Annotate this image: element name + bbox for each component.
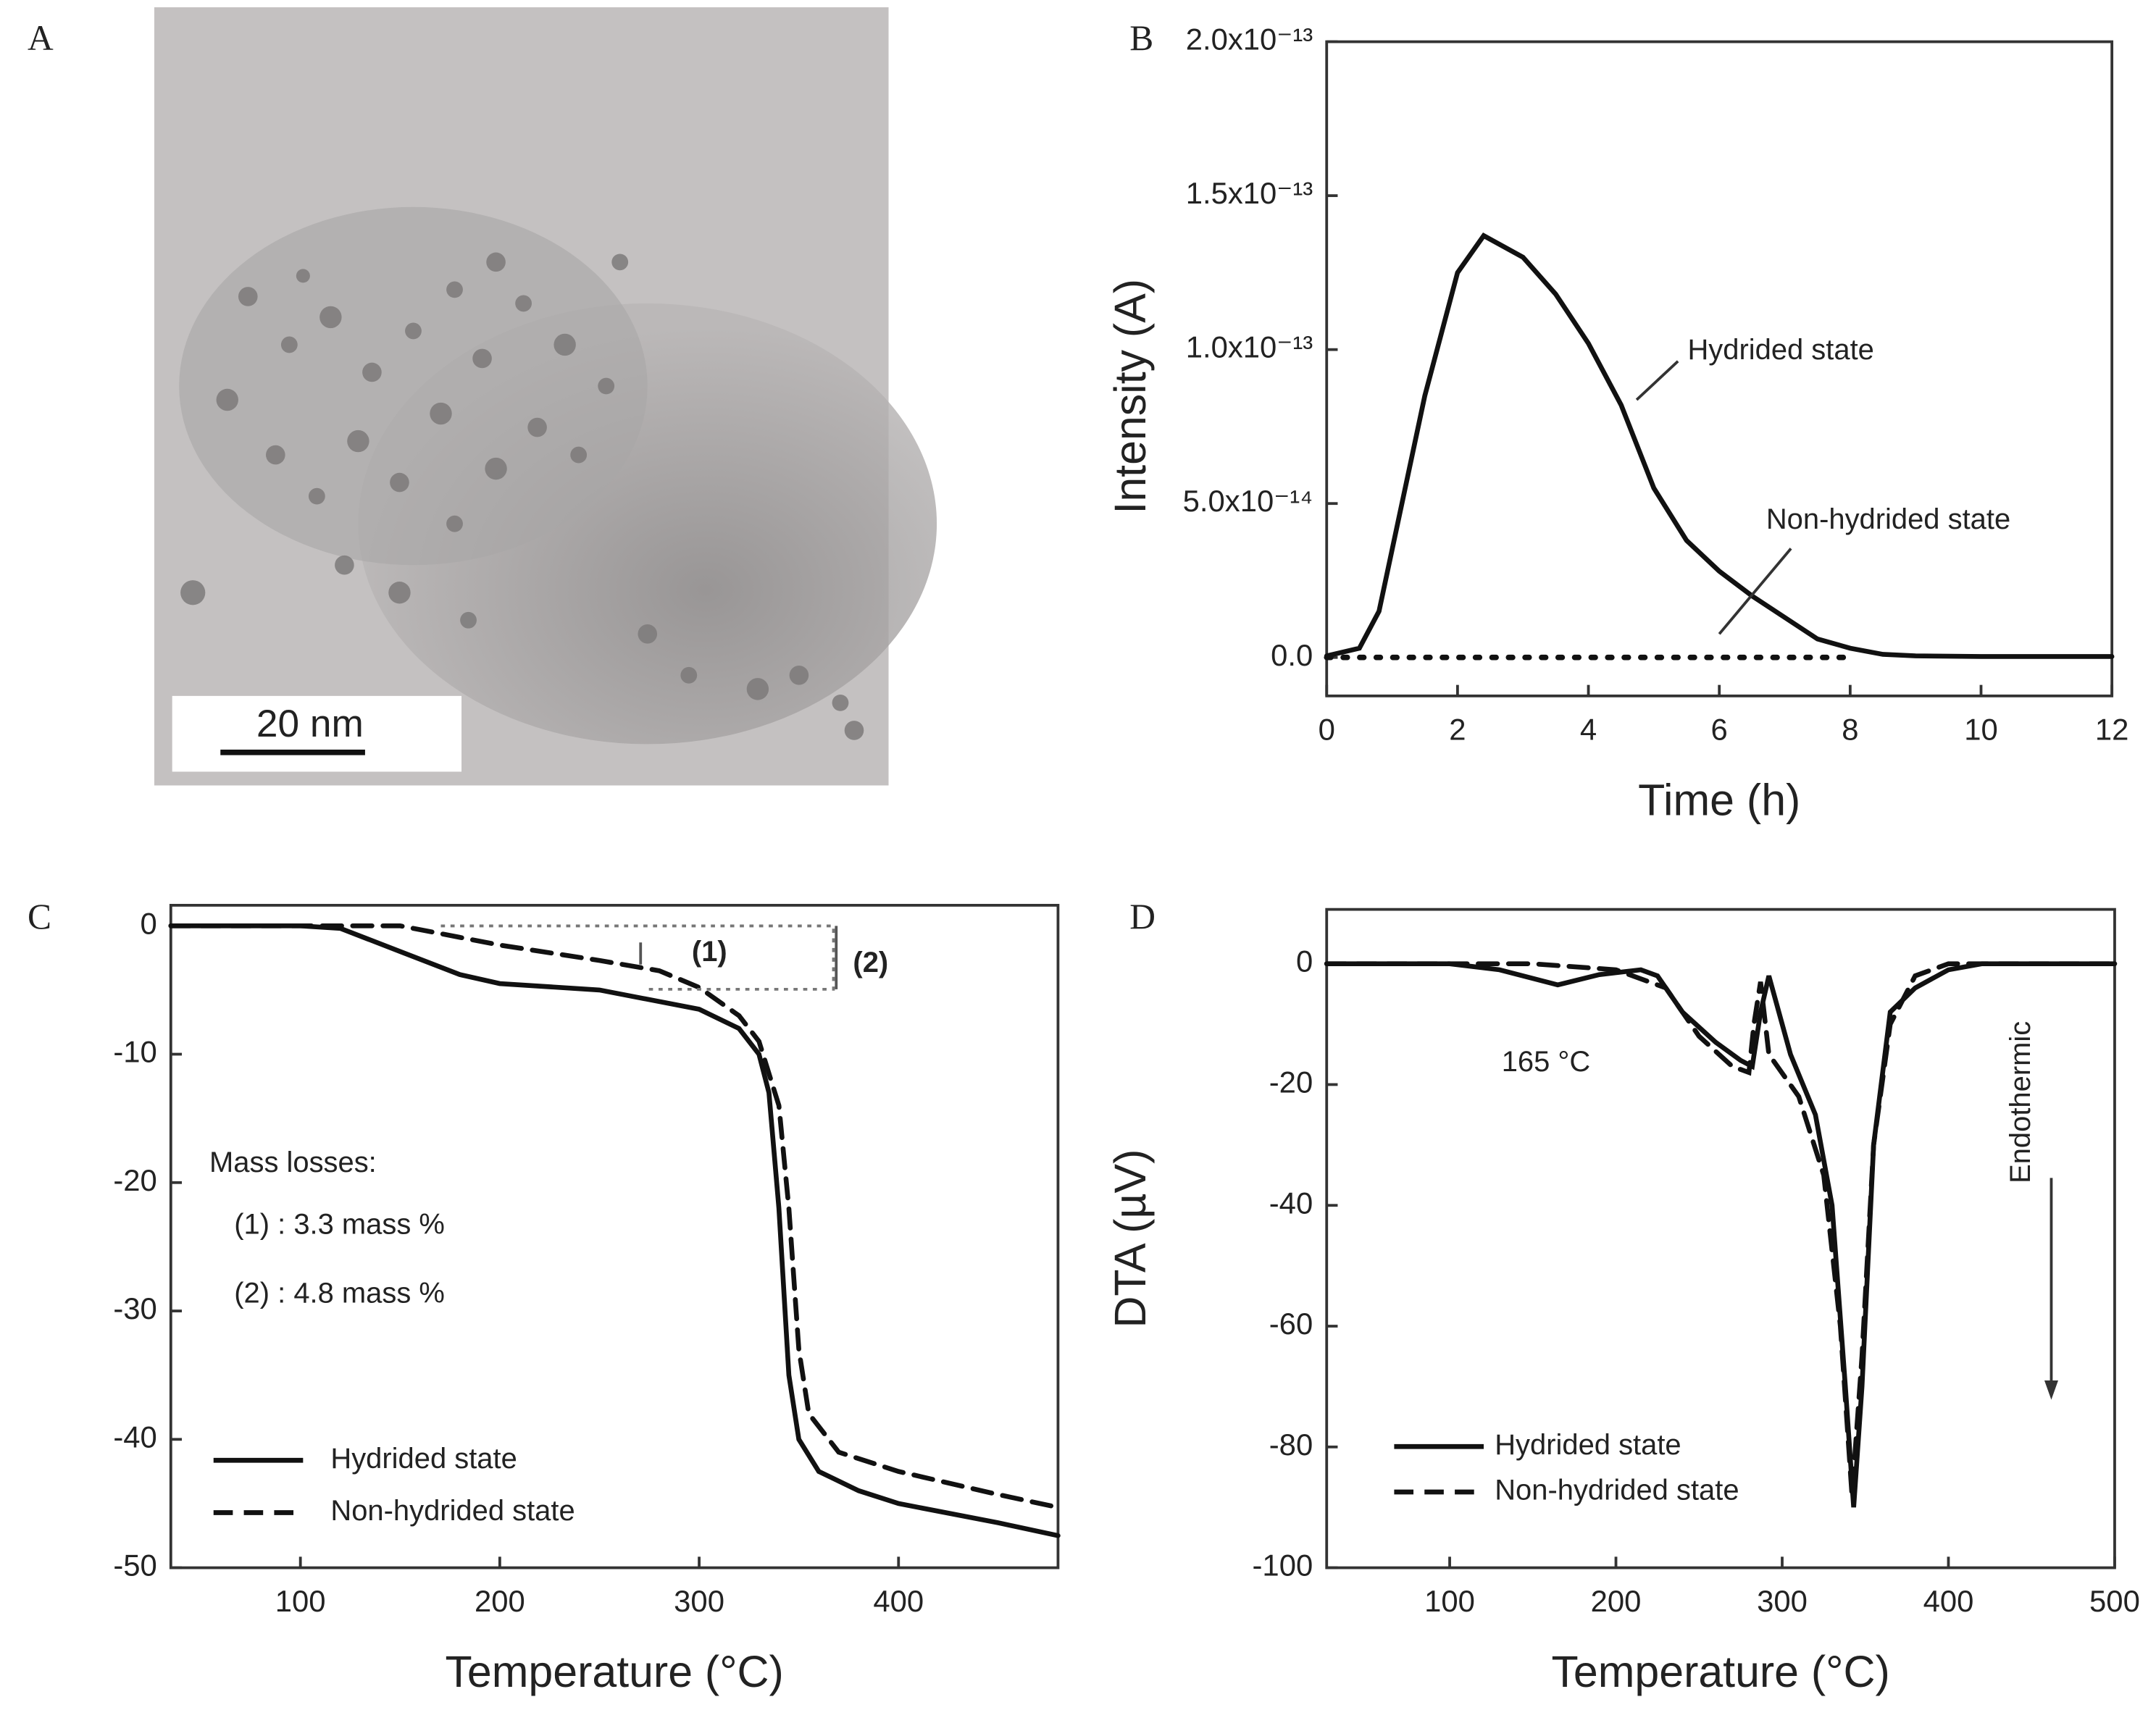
scale-bar-box: [172, 695, 462, 772]
panel: D 100 200 300 400 500 0 -20 -40 -60 -80 -100 Tempera…: [1106, 897, 2140, 1696]
x-axis-label: Temperature (°C): [1551, 1647, 1889, 1696]
legend-label: Hydrided state: [1495, 1429, 1681, 1461]
series-line: [1324, 232, 2115, 659]
panel-label: A: [28, 18, 54, 58]
y-tick-label: -50: [113, 1548, 156, 1583]
annotation: (2) : 4.8 mass %: [234, 1278, 445, 1309]
y-tick-label: -100: [1253, 1548, 1313, 1583]
plot-frame: [1325, 908, 2116, 1569]
panel-label: B: [1129, 18, 1153, 58]
x-ticks: 100 200 300 400 500: [275, 1584, 1124, 1618]
panel-label: D: [1129, 897, 1156, 936]
x-tick-label: 200: [475, 1584, 525, 1618]
scale-bar-label: 20 nm: [256, 703, 364, 745]
panel-a: A 20 nm: [28, 7, 937, 786]
series-label: Hydrided state: [1687, 334, 1873, 366]
y-tick-label: 0.0: [1271, 638, 1313, 672]
plot-frame: [1325, 40, 2114, 697]
y-tick-label: 5.0x10⁻¹⁴: [1183, 484, 1313, 518]
x-tick-label: 4: [1580, 712, 1597, 746]
y-tick-label: -80: [1269, 1428, 1313, 1462]
leader-line: [1718, 548, 1792, 635]
x-tick-label: 400: [873, 1584, 924, 1618]
x-tick-label: 2: [1449, 712, 1466, 746]
x-tick-label: 500: [1073, 1584, 1124, 1618]
x-tick-label: 200: [1591, 1584, 1642, 1618]
x-ticks: 0 2 4 6 8 10 12: [1319, 712, 2129, 746]
x-tick-label: 12: [2095, 712, 2129, 746]
x-axis-label: Time (h): [1638, 775, 1800, 824]
y-tick-label: -20: [1269, 1065, 1313, 1099]
x-tick-label: 8: [1842, 712, 1858, 746]
x-tick-label: 300: [1757, 1584, 1808, 1618]
particles: [180, 252, 864, 740]
bracket: [440, 924, 835, 991]
series-line: [1324, 961, 2118, 1508]
panel-label: C: [28, 897, 51, 936]
annotation: (1) : 3.3 mass %: [234, 1209, 445, 1241]
x-tick-label: 400: [1923, 1584, 1974, 1618]
x-tick-label: 6: [1711, 712, 1728, 746]
x-tick-label: 0: [1319, 712, 1335, 746]
x-tick-label: 100: [1424, 1584, 1475, 1618]
panel: C 100 200 300 400 500 0 -10 -20 -30 -40 -50 Temperat…: [28, 897, 1124, 1696]
annotation: (1): [692, 936, 727, 968]
annotation: Endothermic: [2005, 1021, 2036, 1183]
legend-label: Non-hydrided state: [1495, 1475, 1739, 1506]
series-line: [1324, 961, 2118, 1496]
annotation: (2): [853, 947, 888, 978]
micrograph-region: [179, 206, 648, 566]
y-tick-label: -10: [113, 1035, 156, 1069]
y-axis-label: DTA (µV): [1106, 1149, 1155, 1328]
y-tick-label: 1.5x10⁻¹³: [1186, 176, 1313, 210]
x-tick-label: 500: [2089, 1584, 2140, 1618]
y-tick-label: 2.0x10⁻¹³: [1186, 22, 1313, 56]
series-line: [168, 923, 1061, 1510]
y-tick-label: -40: [1269, 1186, 1313, 1220]
panel: B 0 2 4 6 8 10 12 0.0 5.0x10⁻¹⁴ 1.0x10⁻¹³ 1.5x10⁻¹³…: [1106, 18, 2128, 824]
legend-label: Non-hydrided state: [330, 1495, 574, 1527]
x-axis-label: Temperature (°C): [445, 1647, 783, 1696]
y-tick-label: -30: [113, 1291, 156, 1325]
annotation: 165 °C: [1502, 1046, 1591, 1078]
leader-line: [1635, 360, 1679, 401]
y-tick-label: -20: [113, 1163, 156, 1197]
legend-label: Hydrided state: [330, 1443, 517, 1475]
y-axis-label: Intensity (A): [1106, 279, 1155, 514]
series-label: Non-hydrided state: [1766, 503, 2010, 535]
arrow-head: [2044, 1380, 2058, 1400]
x-ticks: 100 200 300 400 500: [1424, 1584, 2140, 1618]
annotation: Mass losses:: [209, 1147, 377, 1178]
y-tick-label: 0: [1296, 944, 1313, 978]
y-tick-label: 0: [141, 906, 157, 940]
y-tick-label: 1.0x10⁻¹³: [1186, 330, 1313, 364]
x-tick-label: 100: [275, 1584, 326, 1618]
y-tick-label: -60: [1269, 1307, 1313, 1341]
x-tick-label: 300: [674, 1584, 724, 1618]
series-line: [168, 923, 1061, 1538]
x-tick-label: 10: [1964, 712, 1998, 746]
y-tick-label: -40: [113, 1420, 156, 1454]
plot-frame: [169, 904, 1060, 1569]
